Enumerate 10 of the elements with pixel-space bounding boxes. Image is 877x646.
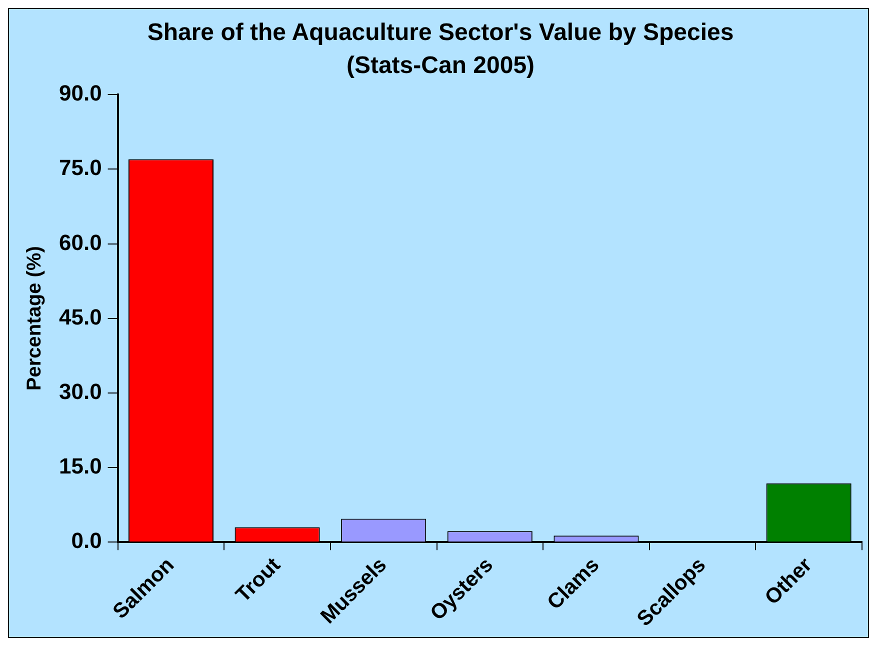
y-tick-label: 60.0 bbox=[58, 230, 102, 255]
chart-title: Share of the Aquaculture Sector's Value by Species bbox=[147, 19, 734, 46]
chart-subtitle: (Stats-Can 2005) bbox=[346, 52, 535, 79]
y-tick-label: 30.0 bbox=[58, 379, 102, 404]
y-tick-label: 45.0 bbox=[58, 304, 102, 330]
y-axis-title: Percentage (%) bbox=[24, 246, 46, 391]
y-tick-label: 0.0 bbox=[71, 528, 102, 554]
y-tick-label: 90.0 bbox=[58, 80, 102, 106]
y-tick-label: 75.0 bbox=[58, 155, 102, 180]
y-tick-label: 15.0 bbox=[58, 454, 102, 479]
